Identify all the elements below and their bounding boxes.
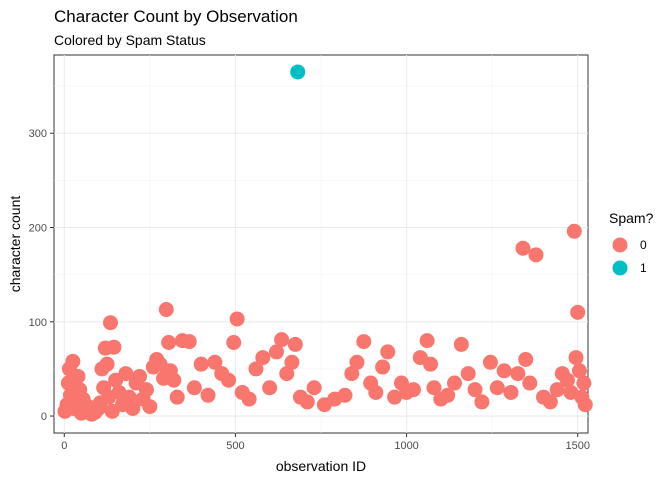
data-point-spam-0 [570,304,586,320]
data-point-spam-0 [474,394,490,410]
data-point-spam-0 [193,356,209,372]
legend-label-0: 0 [640,238,647,252]
data-point-spam-0 [121,389,137,405]
y-tick-label: 0 [41,411,47,423]
data-point-spam-0 [453,336,469,352]
y-tick-label: 200 [29,223,47,235]
data-point-spam-0 [419,333,435,349]
data-point-spam-0 [102,315,118,331]
data-point-spam-0 [207,354,223,370]
data-point-spam-0 [221,372,237,388]
data-point-spam-0 [279,366,295,382]
data-point-spam-0 [447,375,462,391]
data-point-spam-0 [577,397,593,413]
data-point-spam-0 [299,394,315,410]
data-point-spam-0 [241,391,257,407]
legend: Spam? 0 1 [609,210,654,276]
data-point-spam-0 [158,302,174,318]
data-point-spam-0 [482,354,498,370]
data-point-spam-0 [559,372,575,388]
data-point-spam-0 [542,394,558,410]
x-axis-title: observation ID [276,458,366,474]
data-point-spam-0 [467,382,483,398]
data-point-spam-0 [496,363,512,379]
chart-title: Character Count by Observation [54,7,298,26]
data-point-spam-0 [510,366,526,382]
data-point-spam-0 [169,389,185,405]
data-point-spam-0 [356,334,372,350]
data-point-spam-0 [306,380,322,396]
data-point-spam-0 [503,384,519,400]
data-point-spam-0 [161,335,177,351]
data-point-spam-0 [426,380,442,396]
data-point-spam-0 [387,389,403,405]
data-point-spam-0 [248,361,264,377]
data-point-spam-0 [460,366,476,382]
axes: 0 500 1000 1500 0 100 200 300 [29,128,590,452]
data-point-spam-0 [566,223,582,239]
data-point-spam-0 [284,354,300,370]
x-tick-label: 500 [226,440,244,452]
data-point-spam-0 [106,339,122,355]
data-point-spam-0 [186,380,202,396]
chart-subtitle: Colored by Spam Status [54,32,206,48]
legend-label-1: 1 [640,261,647,275]
data-point-spam-0 [181,334,197,350]
data-point-spam-0 [125,400,141,416]
grid-lines [54,55,588,433]
data-point-spam-0 [405,382,421,398]
data-point-spam-0 [65,353,81,369]
data-point-spam-0 [344,366,360,382]
data-point-spam-0 [255,350,271,366]
legend-key-1 [612,260,628,276]
data-point-spam-0 [337,387,353,403]
data-point-spam-0 [380,344,396,360]
data-point-spam-0 [99,356,115,372]
data-point-spam-0 [200,387,216,403]
data-point-spam-0 [226,335,242,351]
data-point-spam-0 [274,332,290,348]
y-axis-title: character count [7,196,23,293]
data-point-spam-0 [522,375,538,391]
y-tick-label: 100 [29,317,47,329]
data-point-spam-0 [571,363,587,379]
data-point-spam-0 [528,247,544,263]
data-point-spam-0 [489,380,505,396]
data-point-spam-0 [549,382,565,398]
data-point-spam-0 [287,336,303,352]
data-point-spam-0 [118,366,134,382]
data-point-spam-0 [576,375,592,391]
data-point-spam-0 [142,399,158,415]
data-point-spam-0 [166,372,182,388]
data-point-spam-0 [423,356,439,372]
x-tick-label: 1500 [565,440,589,452]
data-point-spam-0 [568,350,584,366]
data-point-spam-0 [368,384,384,400]
x-tick-label: 1000 [394,440,418,452]
data-point-spam-0 [515,240,531,256]
data-point-spam-0 [262,380,278,396]
legend-title: Spam? [609,210,654,226]
data-point-spam-0 [132,368,148,384]
data-point-spam-0 [70,368,86,384]
legend-key-0 [612,237,628,253]
data-point-spam-0 [518,351,534,367]
data-point-spam-0 [349,354,365,370]
data-point-spam-0 [138,382,154,398]
data-point-spam-0 [269,344,284,360]
x-tick-label: 0 [61,440,67,452]
data-point-spam-0 [229,311,245,327]
data-point-spam-1 [290,64,306,80]
y-tick-label: 300 [29,128,47,140]
data-point-spam-0 [375,359,391,375]
data-points [57,64,593,422]
data-point-spam-0 [440,387,456,403]
